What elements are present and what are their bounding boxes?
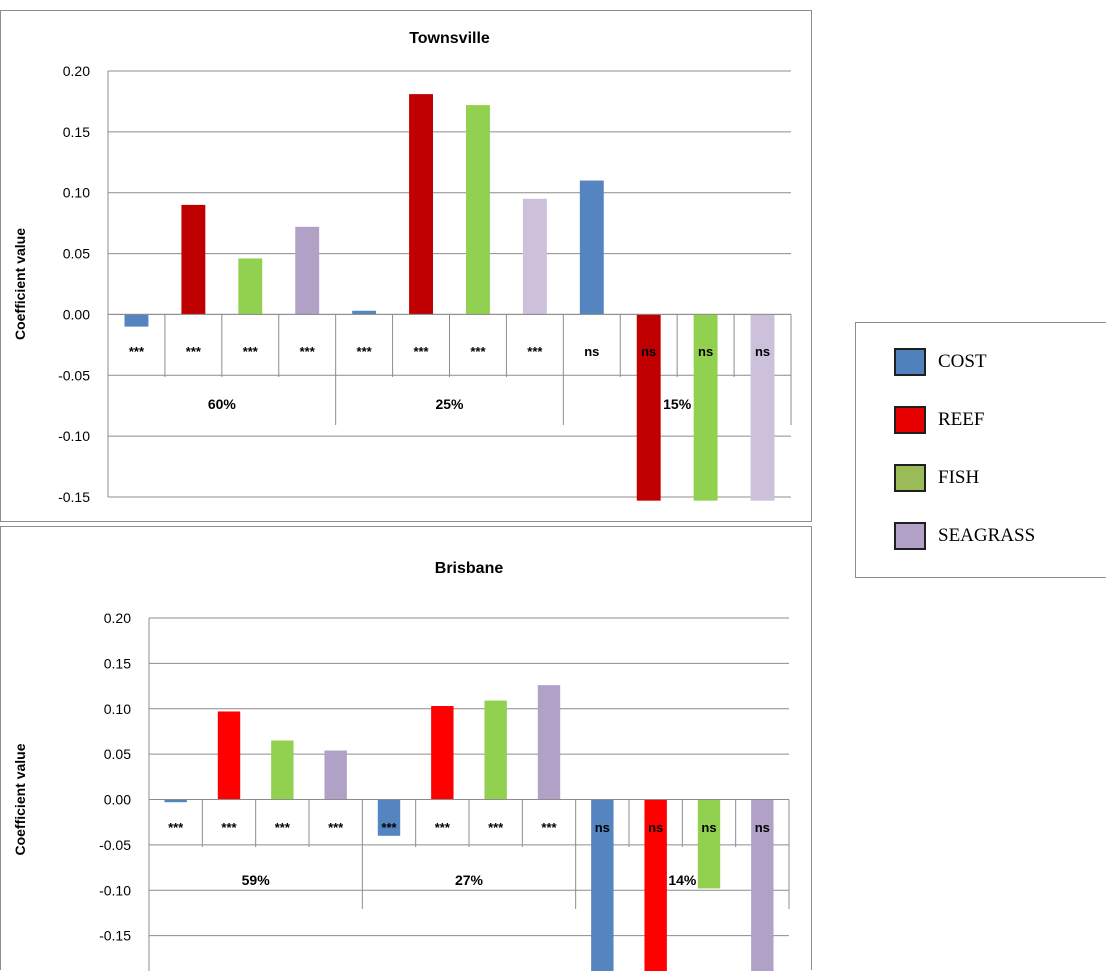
townsville-y-tick-label: -0.10 (58, 428, 90, 444)
townsville-y-tick-label: 0.15 (63, 124, 90, 140)
brisbane-y-tick-label: -0.15 (99, 928, 131, 944)
townsville-significance-label: *** (129, 344, 145, 359)
townsville-bar-fish-2 (238, 258, 262, 314)
townsville-bar-cost-8 (580, 181, 604, 315)
brisbane-y-tick-label: 0.00 (104, 792, 131, 808)
townsville-significance-label: *** (300, 344, 316, 359)
brisbane-y-tick-label: 0.10 (104, 701, 131, 717)
townsville-bar-seagrass-7 (523, 199, 547, 315)
townsville-significance-label: ns (698, 344, 713, 359)
townsville-bar-cost-0 (125, 314, 149, 326)
townsville-significance-label: *** (243, 344, 259, 359)
townsville-bar-seagrass-3 (295, 227, 319, 315)
townsville-group-label: 60% (208, 396, 237, 412)
townsville-significance-label: ns (755, 344, 770, 359)
brisbane-significance-label: *** (275, 820, 291, 835)
legend-label-reef: REEF (938, 409, 984, 431)
legend-item-reef: REEF (894, 405, 984, 435)
legend-label-fish: FISH (938, 467, 979, 489)
townsville-y-tick-label: -0.15 (58, 489, 90, 505)
brisbane-y-tick-label: 0.20 (104, 610, 131, 626)
brisbane-significance-label: ns (755, 820, 770, 835)
brisbane-group-label: 27% (455, 872, 484, 888)
brisbane-significance-label: ns (648, 820, 663, 835)
legend-swatch-seagrass (894, 522, 926, 550)
townsville-bar-fish-6 (466, 105, 490, 314)
brisbane-bar-fish-2 (271, 741, 293, 800)
townsville-chart-panel: Townsville Coefficient value 0.20 0.15 0.10 0… (0, 10, 812, 522)
townsville-bar-fish-10 (694, 314, 718, 500)
townsville-bar-reef-1 (181, 205, 205, 315)
brisbane-bar-seagrass-3 (324, 750, 346, 799)
brisbane-significance-label: *** (328, 820, 344, 835)
brisbane-bar-fish-6 (484, 701, 506, 800)
brisbane-chart-panel: Brisbane Coefficient value 0.20 0.15 0.10 0.0… (0, 526, 812, 970)
brisbane-significance-label: ns (701, 820, 716, 835)
townsville-bar-seagrass-11 (751, 314, 775, 500)
townsville-group-label: 25% (435, 396, 464, 412)
townsville-significance-label: *** (413, 344, 429, 359)
brisbane-significance-label: *** (381, 820, 397, 835)
brisbane-y-axis-label: Coefficient value (12, 743, 28, 855)
legend-swatch-reef (894, 406, 926, 434)
brisbane-significance-label: *** (435, 820, 451, 835)
legend-label-seagrass: SEAGRASS (938, 525, 1035, 547)
brisbane-group-label: 59% (242, 872, 271, 888)
townsville-significance-label: ns (584, 344, 599, 359)
brisbane-chart: Brisbane Coefficient value 0.20 0.15 0.10 0.0… (1, 527, 811, 971)
brisbane-bar-reef-5 (431, 706, 453, 799)
legend-label-cost: COST (938, 351, 987, 373)
townsville-significance-label: ns (641, 344, 656, 359)
brisbane-bar-reef-1 (218, 711, 240, 799)
townsville-group-label: 15% (663, 396, 692, 412)
townsville-y-tick-label: 0.10 (63, 185, 90, 201)
brisbane-y-tick-label: 0.15 (104, 655, 131, 671)
brisbane-y-tick-label: -0.10 (99, 882, 131, 898)
brisbane-significance-label: ns (595, 820, 610, 835)
townsville-chart-title: Townsville (409, 30, 490, 47)
brisbane-significance-label: *** (541, 820, 557, 835)
townsville-significance-label: *** (470, 344, 486, 359)
brisbane-significance-label: *** (221, 820, 237, 835)
legend-item-seagrass: SEAGRASS (894, 521, 1035, 551)
townsville-y-tick-label: 0.00 (63, 306, 90, 322)
townsville-bar-reef-5 (409, 94, 433, 314)
townsville-y-tick-label: 0.05 (63, 246, 90, 262)
townsville-y-axis-label: Coefficient value (12, 228, 28, 340)
brisbane-bar-fish-10 (698, 800, 720, 889)
townsville-y-tick-label: 0.20 (63, 63, 90, 79)
townsville-bar-cost-4 (352, 311, 376, 315)
brisbane-y-tick-label: -0.05 (99, 837, 131, 853)
brisbane-significance-label: *** (168, 820, 184, 835)
townsville-significance-label: *** (357, 344, 373, 359)
brisbane-y-tick-label: 0.05 (104, 746, 131, 762)
townsville-chart: Townsville Coefficient value 0.20 0.15 0.10 0… (1, 11, 811, 521)
townsville-significance-label: *** (527, 344, 543, 359)
legend-item-fish: FISH (894, 463, 979, 493)
townsville-bar-reef-9 (637, 314, 661, 500)
brisbane-group-label: 14% (668, 872, 697, 888)
legend-swatch-fish (894, 464, 926, 492)
legend-swatch-cost (894, 348, 926, 376)
townsville-significance-label: *** (186, 344, 202, 359)
brisbane-bar-seagrass-7 (538, 685, 560, 799)
brisbane-chart-title: Brisbane (435, 560, 504, 577)
brisbane-significance-label: *** (488, 820, 504, 835)
chart-legend: COST REEF FISH SEAGRASS (855, 322, 1106, 578)
legend-item-cost: COST (894, 347, 987, 377)
townsville-y-tick-label: -0.05 (58, 367, 90, 383)
